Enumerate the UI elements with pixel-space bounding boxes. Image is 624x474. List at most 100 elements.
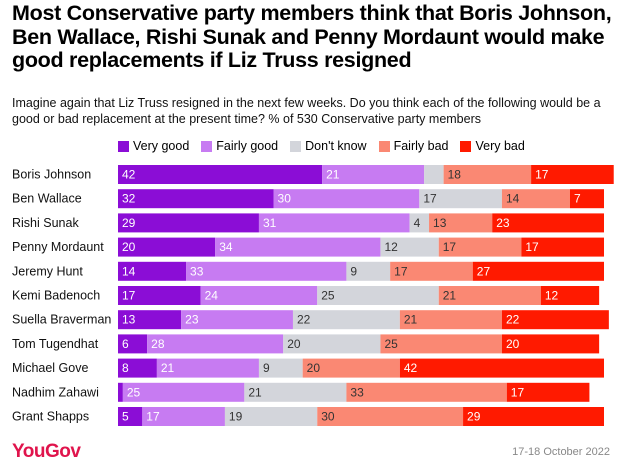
data-label: 20: [287, 337, 301, 351]
bar-segment: [501, 310, 609, 330]
bar-segment: [346, 382, 507, 402]
bar-segment: [531, 165, 614, 184]
legend-label: Very good: [133, 139, 190, 153]
data-label: 23: [496, 216, 510, 230]
category-label: Kemi Badenoch: [12, 289, 100, 303]
bar-segment: [380, 334, 502, 354]
bar-segment: [118, 334, 148, 354]
data-label: 25: [321, 289, 335, 303]
legend: Very good Fairly good Don't know Fairly bad…: [118, 139, 525, 153]
legend-label: Very bad: [475, 139, 525, 153]
data-label: 9: [350, 264, 357, 278]
data-label: 33: [350, 385, 364, 399]
data-label: 4: [414, 216, 421, 230]
bar-segment: [322, 165, 425, 184]
data-label: 6: [122, 337, 129, 351]
legend-item: Don't know: [290, 139, 367, 153]
bar-segment: [399, 358, 604, 378]
data-label: 28: [151, 337, 165, 351]
bar-segment: [492, 213, 604, 233]
bar-segment: [118, 382, 123, 402]
legend-swatch: [118, 140, 129, 152]
data-label: 21: [404, 313, 418, 327]
data-label: 31: [263, 216, 277, 230]
bar-segment: [409, 213, 430, 233]
data-label: 17: [443, 240, 457, 254]
data-label: 29: [122, 216, 136, 230]
legend-swatch: [460, 140, 472, 152]
data-label: 17: [423, 192, 437, 206]
data-label: 21: [326, 168, 340, 182]
chart-title: Most Conservative party members think th…: [12, 1, 612, 72]
category-label: Penny Mordaunt: [12, 240, 104, 254]
bar-segment: [181, 310, 293, 330]
bar-segment: [569, 189, 604, 209]
data-label: 12: [545, 289, 559, 303]
category-label: Tom Tugendhat: [12, 337, 99, 351]
data-label: 9: [263, 361, 270, 375]
category-label: Ben Wallace: [12, 192, 82, 206]
bar-segment: [244, 382, 347, 402]
data-label: 13: [122, 313, 136, 327]
bar-segment: [501, 334, 600, 354]
bar-segment: [156, 358, 259, 378]
legend-item: Fairly good: [201, 139, 278, 153]
bar-segment: [142, 407, 225, 426]
bar-segment: [118, 165, 323, 184]
legend-item: Very good: [118, 139, 189, 153]
bar-segment: [118, 213, 259, 233]
data-label: 12: [384, 240, 398, 254]
data-label: 8: [122, 361, 129, 375]
bar-segment: [521, 237, 604, 257]
bar-segment: [122, 382, 245, 402]
data-label: 21: [248, 385, 262, 399]
bar-segment: [380, 237, 439, 257]
data-label: 24: [205, 289, 219, 303]
chart-subtitle: Imagine again that Liz Truss resigned in…: [12, 96, 601, 126]
data-label: 42: [122, 168, 136, 182]
data-label: 7: [574, 192, 581, 206]
bar-segment: [292, 310, 400, 330]
bar-segment: [429, 213, 493, 233]
legend-swatch: [290, 140, 302, 152]
bar-segment: [147, 334, 284, 354]
bar-segment: [302, 358, 400, 378]
legend-label: Don't know: [305, 139, 367, 153]
bar-segment: [540, 286, 600, 305]
bar-segment: [118, 261, 187, 281]
data-label: 21: [443, 289, 457, 303]
data-label: 17: [535, 168, 549, 182]
bar-segment: [118, 310, 182, 330]
data-label: 17: [394, 264, 408, 278]
category-label: Grant Shapps: [12, 410, 89, 424]
category-label: Michael Gove: [12, 361, 88, 375]
category-label: Jeremy Hunt: [12, 264, 83, 278]
bar-segment: [118, 358, 157, 378]
data-label: 21: [161, 361, 175, 375]
data-label: 33: [190, 264, 204, 278]
bar-segment: [317, 407, 464, 426]
bar-segment: [506, 382, 590, 402]
data-label: 13: [433, 216, 447, 230]
bar-segment: [273, 189, 420, 209]
bar-segment: [390, 261, 473, 281]
data-label: 14: [506, 192, 520, 206]
data-label: 27: [477, 264, 491, 278]
data-label: 30: [278, 192, 292, 206]
bar-segment: [472, 261, 604, 281]
bar-segment: [186, 261, 347, 281]
yougov-logo: YouGov: [12, 441, 81, 462]
bar-segment: [258, 213, 410, 233]
data-label: 20: [307, 361, 321, 375]
bar-segment: [283, 334, 381, 354]
legend-item: Fairly bad: [378, 139, 448, 153]
bar-segment: [118, 286, 201, 305]
bar-segment: [224, 407, 318, 426]
legend-item: Very bad: [460, 139, 525, 153]
category-label: Boris Johnson: [12, 168, 91, 182]
data-label: 34: [219, 240, 233, 254]
bar-segment: [317, 286, 439, 305]
data-label: 22: [506, 313, 520, 327]
bar-segment: [399, 310, 502, 330]
